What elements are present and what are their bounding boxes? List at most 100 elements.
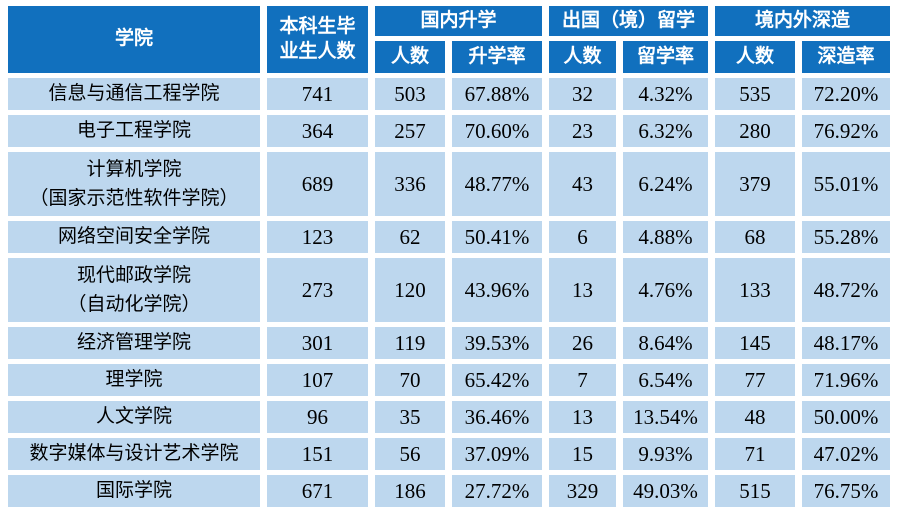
- header-group-domestic: 国内升学: [375, 6, 543, 36]
- value-cell: 123: [267, 221, 368, 253]
- college-cell: 信息与通信工程学院: [8, 78, 260, 110]
- college-cell: 国际学院: [8, 475, 260, 507]
- college-cell: 数字媒体与设计艺术学院: [8, 438, 260, 470]
- value-cell: 9.93%: [623, 438, 709, 470]
- value-cell: 96: [267, 401, 368, 433]
- college-cell: 电子工程学院: [8, 115, 260, 147]
- header-domestic-rate: 升学率: [452, 41, 543, 73]
- table-body: 信息与通信工程学院 741 503 67.88% 32 4.32% 535 72.20% 电子工…: [8, 78, 891, 507]
- table-row: 信息与通信工程学院 741 503 67.88% 32 4.32% 535 72.20%: [8, 78, 891, 110]
- table-row: 经济管理学院 301 119 39.53% 26 8.64% 145 48.17%: [8, 327, 891, 359]
- header-group-row: 学院 本科生毕 业生人数 国内升学 出国（境）留学 境内外深造: [8, 6, 891, 73]
- value-cell: 329: [549, 475, 617, 507]
- value-cell: 68: [715, 221, 796, 253]
- college-cell: 网络空间安全学院: [8, 221, 260, 253]
- value-cell: 49.03%: [623, 475, 709, 507]
- table-row: 网络空间安全学院 123 62 50.41% 6 4.88% 68 55.28%: [8, 221, 891, 253]
- value-cell: 133: [715, 258, 796, 322]
- value-cell: 48.72%: [802, 258, 891, 322]
- header-total-count: 人数: [715, 41, 796, 73]
- value-cell: 8.64%: [623, 327, 709, 359]
- value-cell: 77: [715, 364, 796, 396]
- value-cell: 67.88%: [452, 78, 543, 110]
- value-cell: 151: [267, 438, 368, 470]
- value-cell: 535: [715, 78, 796, 110]
- header-total-rate: 深造率: [802, 41, 891, 73]
- value-cell: 13: [549, 401, 617, 433]
- header-domestic-count: 人数: [375, 41, 445, 73]
- value-cell: 6.24%: [623, 152, 709, 216]
- value-cell: 7: [549, 364, 617, 396]
- value-cell: 48: [715, 401, 796, 433]
- value-cell: 689: [267, 152, 368, 216]
- value-cell: 301: [267, 327, 368, 359]
- value-cell: 4.32%: [623, 78, 709, 110]
- value-cell: 27.72%: [452, 475, 543, 507]
- value-cell: 76.75%: [802, 475, 891, 507]
- value-cell: 43: [549, 152, 617, 216]
- value-cell: 76.92%: [802, 115, 891, 147]
- college-cell: 理学院: [8, 364, 260, 396]
- table-row: 理学院 107 70 65.42% 7 6.54% 77 71.96%: [8, 364, 891, 396]
- value-cell: 6.54%: [623, 364, 709, 396]
- header-abroad-rate: 留学率: [623, 41, 709, 73]
- value-cell: 71.96%: [802, 364, 891, 396]
- college-cell: 现代邮政学院 （自动化学院）: [8, 258, 260, 322]
- table-row: 数字媒体与设计艺术学院 151 56 37.09% 15 9.93% 71 47.02%: [8, 438, 891, 470]
- value-cell: 13: [549, 258, 617, 322]
- value-cell: 56: [375, 438, 445, 470]
- value-cell: 364: [267, 115, 368, 147]
- college-cell: 计算机学院 （国家示范性软件学院）: [8, 152, 260, 216]
- value-cell: 55.28%: [802, 221, 891, 253]
- value-cell: 119: [375, 327, 445, 359]
- value-cell: 50.41%: [452, 221, 543, 253]
- value-cell: 6.32%: [623, 115, 709, 147]
- value-cell: 280: [715, 115, 796, 147]
- value-cell: 257: [375, 115, 445, 147]
- value-cell: 50.00%: [802, 401, 891, 433]
- value-cell: 4.76%: [623, 258, 709, 322]
- value-cell: 671: [267, 475, 368, 507]
- value-cell: 336: [375, 152, 445, 216]
- header-group-total: 境内外深造: [715, 6, 891, 36]
- value-cell: 23: [549, 115, 617, 147]
- value-cell: 145: [715, 327, 796, 359]
- table-header: 学院 本科生毕 业生人数 国内升学 出国（境）留学 境内外深造 人数 升学率 人…: [8, 6, 891, 73]
- value-cell: 43.96%: [452, 258, 543, 322]
- value-cell: 48.17%: [802, 327, 891, 359]
- table-row: 现代邮政学院 （自动化学院） 273 120 43.96% 13 4.76% 133 48.7…: [8, 258, 891, 322]
- value-cell: 62: [375, 221, 445, 253]
- value-cell: 39.53%: [452, 327, 543, 359]
- value-cell: 47.02%: [802, 438, 891, 470]
- value-cell: 55.01%: [802, 152, 891, 216]
- value-cell: 107: [267, 364, 368, 396]
- value-cell: 72.20%: [802, 78, 891, 110]
- value-cell: 379: [715, 152, 796, 216]
- table-row: 人文学院 96 35 36.46% 13 13.54% 48 50.00%: [8, 401, 891, 433]
- value-cell: 13.54%: [623, 401, 709, 433]
- value-cell: 32: [549, 78, 617, 110]
- table-row: 计算机学院 （国家示范性软件学院） 689 336 48.77% 43 6.24% 379 5…: [8, 152, 891, 216]
- value-cell: 36.46%: [452, 401, 543, 433]
- college-cell: 人文学院: [8, 401, 260, 433]
- value-cell: 71: [715, 438, 796, 470]
- header-graduates: 本科生毕 业生人数: [267, 6, 368, 73]
- value-cell: 70.60%: [452, 115, 543, 147]
- value-cell: 15: [549, 438, 617, 470]
- header-sub-row: 人数 升学率 人数 留学率 人数 深造率: [8, 41, 891, 73]
- value-cell: 26: [549, 327, 617, 359]
- value-cell: 37.09%: [452, 438, 543, 470]
- value-cell: 4.88%: [623, 221, 709, 253]
- value-cell: 186: [375, 475, 445, 507]
- header-abroad-count: 人数: [549, 41, 617, 73]
- value-cell: 65.42%: [452, 364, 543, 396]
- header-group-abroad: 出国（境）留学: [549, 6, 709, 36]
- college-cell: 经济管理学院: [8, 327, 260, 359]
- value-cell: 70: [375, 364, 445, 396]
- table-row: 国际学院 671 186 27.72% 329 49.03% 515 76.75%: [8, 475, 891, 507]
- header-college: 学院: [8, 6, 260, 73]
- value-cell: 120: [375, 258, 445, 322]
- value-cell: 35: [375, 401, 445, 433]
- value-cell: 48.77%: [452, 152, 543, 216]
